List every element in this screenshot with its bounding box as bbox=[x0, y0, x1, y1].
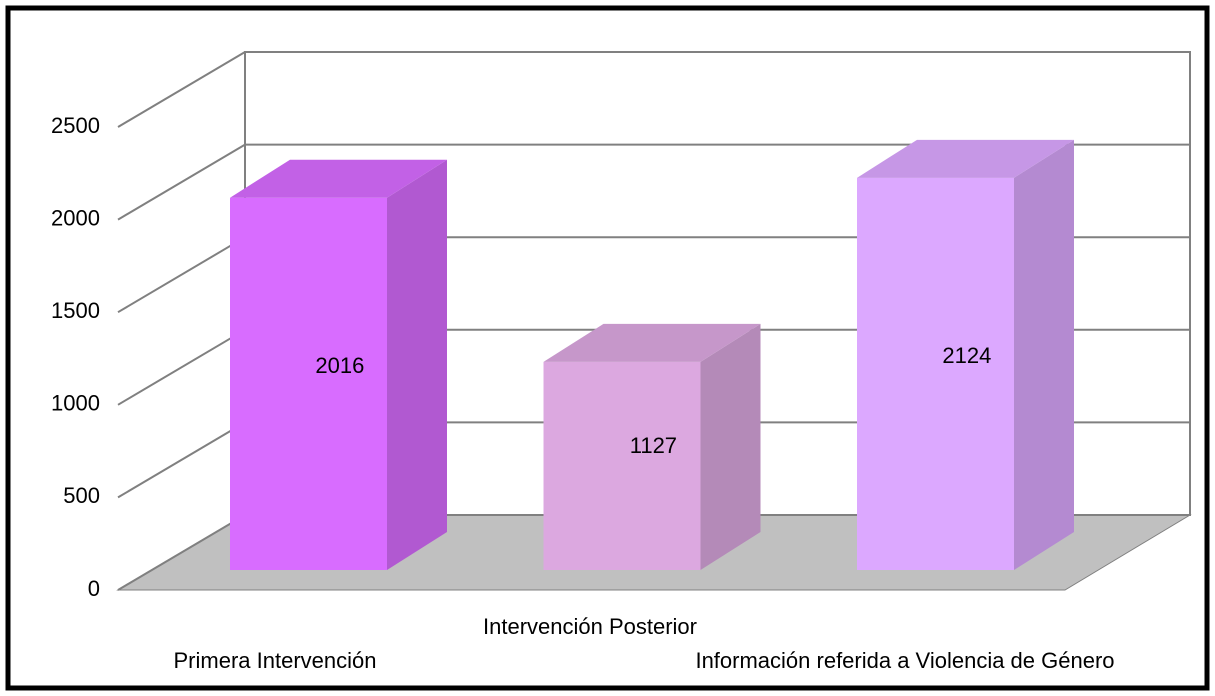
y-tick-label: 2500 bbox=[51, 113, 100, 138]
bar-top bbox=[857, 139, 1074, 178]
bar-side bbox=[1014, 139, 1074, 570]
y-tick-label: 1500 bbox=[51, 298, 100, 323]
y-tick-label: 0 bbox=[88, 576, 100, 601]
data-label: 2016 bbox=[315, 353, 364, 378]
side-grid-line bbox=[117, 421, 246, 499]
side-grid-line bbox=[117, 514, 246, 591]
y-tick-label: 2000 bbox=[51, 205, 100, 230]
x-tick-label: Primera Intervención bbox=[174, 648, 377, 673]
y-tick-label: 500 bbox=[63, 483, 100, 508]
side-grid-line bbox=[117, 328, 246, 406]
x-tick-label: Información referida a Violencia de Géne… bbox=[695, 648, 1114, 673]
bar bbox=[230, 197, 387, 570]
bar-side bbox=[387, 159, 447, 570]
data-label: 1127 bbox=[630, 433, 677, 458]
x-tick-label: Intervención Posterior bbox=[483, 614, 697, 639]
data-label: 2124 bbox=[942, 343, 991, 368]
side-grid-line bbox=[117, 236, 246, 314]
y-tick-label: 1000 bbox=[51, 391, 100, 416]
side-grid-line bbox=[117, 143, 246, 221]
side-grid-line bbox=[117, 51, 246, 128]
bar-side bbox=[700, 323, 761, 570]
bar bbox=[857, 177, 1014, 570]
bar-top bbox=[543, 323, 761, 362]
bar bbox=[543, 361, 701, 570]
bar-top bbox=[230, 159, 447, 198]
